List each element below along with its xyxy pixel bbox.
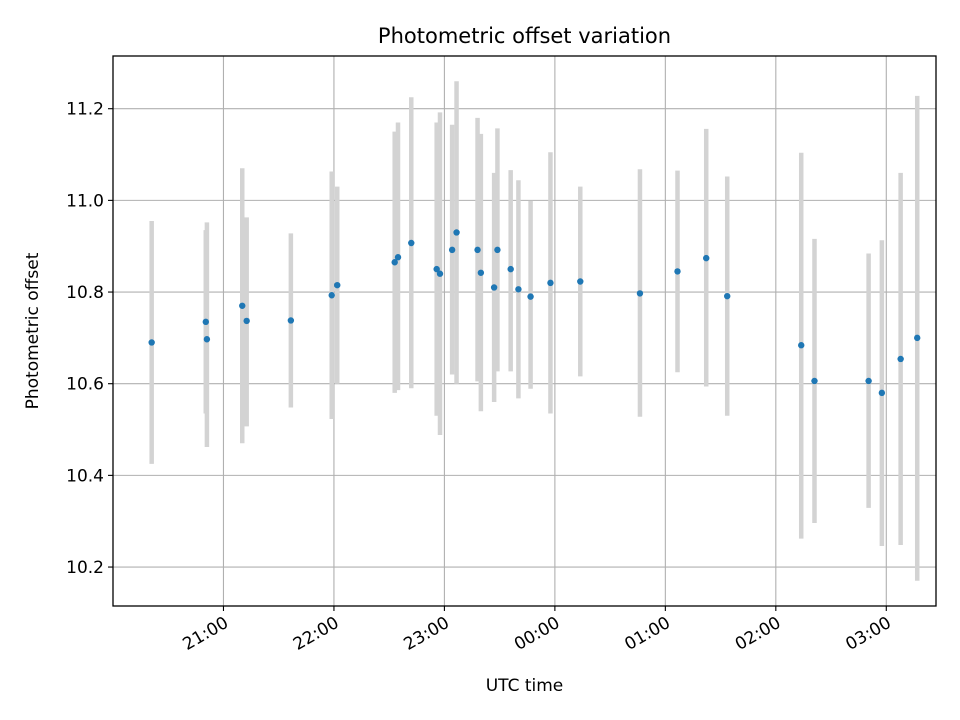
y-tick-label: 10.2: [66, 558, 104, 578]
y-tick-label: 10.8: [66, 283, 104, 303]
data-point: [811, 377, 818, 385]
data-points: [148, 229, 921, 397]
data-point: [334, 281, 341, 289]
data-point: [636, 290, 644, 297]
data-point: [394, 254, 402, 261]
data-point: [474, 246, 481, 254]
y-axis: 10.2 10.4 10.6 10.8 11.0 11.2: [66, 100, 113, 578]
data-point: [527, 293, 534, 300]
data-point: [287, 317, 295, 324]
data-point: [433, 265, 440, 273]
data-point: [515, 286, 522, 293]
data-point: [391, 259, 398, 266]
data-point: [477, 269, 485, 276]
data-point: [436, 270, 444, 277]
data-point: [577, 278, 584, 285]
data-point: [878, 389, 886, 397]
data-point: [865, 377, 872, 385]
data-point: [202, 318, 209, 326]
chart-title: Photometric offset variation: [378, 24, 671, 48]
data-point: [408, 239, 415, 247]
data-point: [203, 336, 211, 343]
y-tick-label: 10.4: [66, 466, 104, 486]
data-point: [448, 246, 456, 254]
data-point: [914, 334, 921, 342]
data-point: [703, 254, 710, 262]
data-point: [239, 302, 246, 309]
data-point: [243, 317, 250, 325]
data-point: [494, 246, 501, 254]
data-point: [328, 292, 335, 299]
data-point: [490, 284, 498, 291]
x-axis-title: UTC time: [486, 676, 564, 696]
data-point: [897, 355, 904, 363]
data-point: [547, 279, 554, 287]
data-point: [148, 339, 155, 346]
y-tick-label: 11.0: [66, 191, 104, 211]
y-tick-label: 11.2: [66, 100, 104, 120]
data-point: [507, 265, 514, 273]
data-point: [674, 268, 681, 275]
y-tick-label: 10.6: [66, 375, 104, 395]
data-point: [724, 292, 731, 300]
plot-frame: [112, 55, 937, 607]
data-point: [453, 229, 460, 236]
data-point: [798, 342, 805, 349]
y-axis-title: Photometric offset: [23, 252, 43, 409]
